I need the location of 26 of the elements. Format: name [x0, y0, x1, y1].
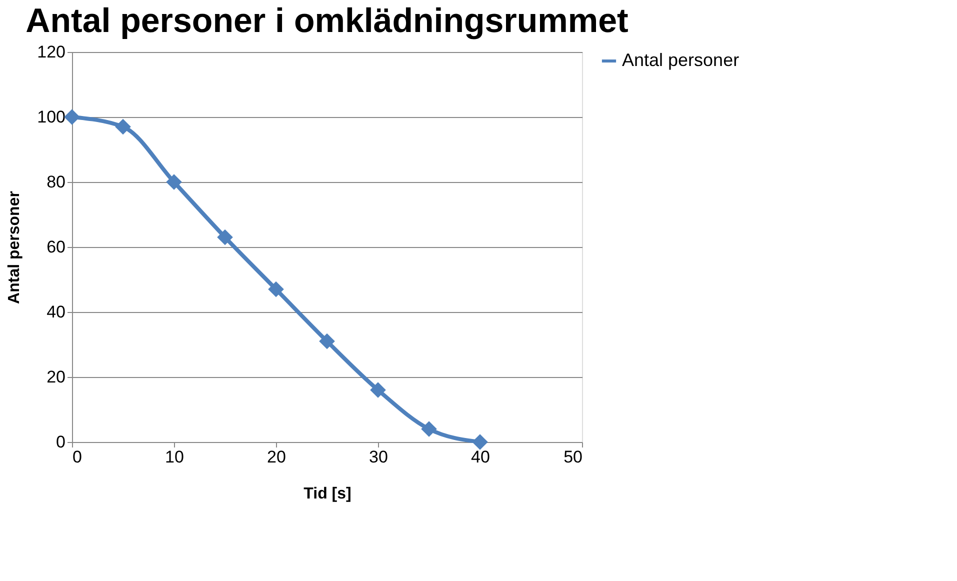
- chart-title: Antal personer i omklädningsrummet: [26, 2, 628, 40]
- y-tick-label: 0: [56, 432, 66, 452]
- y-tick-label: 100: [37, 108, 66, 126]
- x-tick-label: 50: [564, 448, 582, 466]
- x-tick-label: 0: [72, 448, 82, 466]
- y-axis-title: Antal personer: [6, 191, 24, 304]
- x-axis-title: Tid [s]: [304, 486, 352, 502]
- point: [370, 382, 386, 398]
- x-tick-label: 20: [267, 448, 286, 466]
- point: [319, 333, 335, 350]
- point: [166, 174, 182, 190]
- point: [115, 118, 131, 135]
- y-tick-label: 120: [37, 42, 66, 62]
- x-tick-label: 30: [369, 448, 388, 466]
- y-tick-label: 80: [46, 172, 66, 192]
- x-tick-label: 10: [165, 448, 184, 466]
- y-tick-label: 40: [46, 302, 66, 322]
- point: [472, 434, 488, 450]
- x-tick-label: 40: [471, 448, 490, 466]
- legend-label: Antal personer: [622, 50, 740, 70]
- y-tick-label: 20: [46, 368, 66, 386]
- point: [217, 229, 233, 246]
- point: [421, 421, 437, 437]
- point: [268, 281, 284, 298]
- y-tick-label: 60: [46, 238, 66, 256]
- point: [64, 109, 80, 125]
